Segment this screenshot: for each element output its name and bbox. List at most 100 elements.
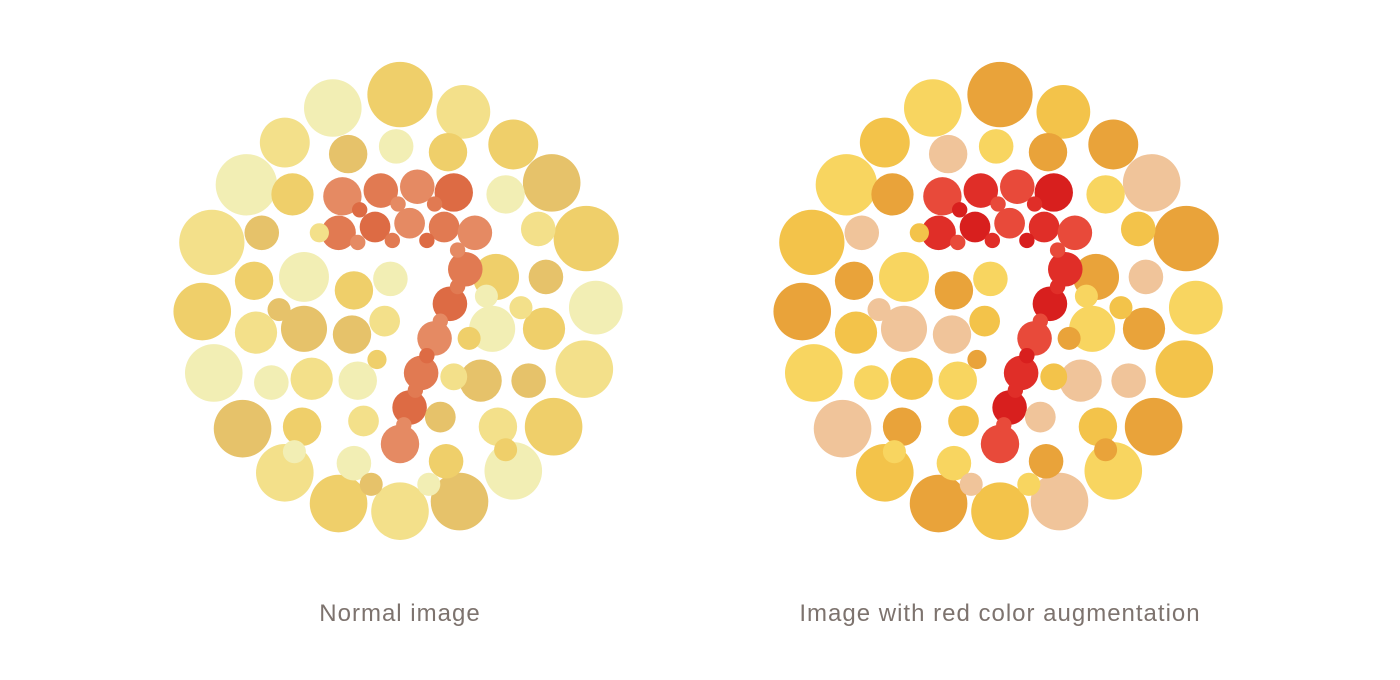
comparison-figure: Normal image Image with red color augmen… bbox=[0, 0, 1400, 680]
figure-dot bbox=[996, 417, 1011, 432]
figure-dot bbox=[950, 235, 965, 250]
figure-dot bbox=[1004, 356, 1039, 391]
figure-dot bbox=[394, 208, 425, 239]
background-dot bbox=[1025, 402, 1056, 433]
figure-dot bbox=[408, 383, 423, 398]
background-dot bbox=[291, 358, 333, 400]
background-dot bbox=[854, 365, 889, 400]
background-dot bbox=[1040, 363, 1067, 390]
background-dot bbox=[339, 361, 377, 399]
background-dot bbox=[929, 135, 967, 173]
background-dot bbox=[283, 440, 306, 463]
figure-dot bbox=[352, 202, 367, 217]
figure-dot bbox=[1019, 233, 1034, 248]
background-dot bbox=[1169, 281, 1223, 335]
background-dot bbox=[1029, 133, 1067, 171]
figure-dot bbox=[985, 233, 1000, 248]
background-dot bbox=[458, 327, 481, 350]
figure-dot bbox=[419, 233, 434, 248]
background-dot bbox=[304, 79, 362, 137]
background-dot bbox=[373, 262, 408, 297]
background-dot bbox=[329, 135, 367, 173]
background-dot bbox=[348, 406, 379, 437]
background-dot bbox=[773, 283, 831, 341]
background-dot bbox=[1111, 363, 1146, 398]
figure-dot bbox=[385, 233, 400, 248]
background-dot bbox=[436, 85, 490, 139]
background-dot bbox=[969, 306, 1000, 337]
background-dot bbox=[910, 223, 929, 242]
ishihara-plate-augmented bbox=[740, 40, 1260, 560]
background-dot bbox=[173, 283, 231, 341]
figure-dot bbox=[450, 279, 465, 294]
background-dot bbox=[310, 475, 368, 533]
background-dot bbox=[271, 173, 313, 215]
background-dot bbox=[948, 406, 979, 437]
background-dot bbox=[185, 344, 243, 402]
background-dot bbox=[360, 473, 383, 496]
background-dot bbox=[569, 281, 623, 335]
figure-dot bbox=[392, 390, 427, 425]
background-dot bbox=[960, 473, 983, 496]
background-dot bbox=[494, 438, 517, 461]
background-dot bbox=[525, 398, 583, 456]
figure-dot bbox=[1050, 242, 1065, 257]
background-dot bbox=[417, 473, 440, 496]
figure-dot bbox=[427, 196, 442, 211]
figure-dot bbox=[433, 313, 448, 328]
background-dot bbox=[379, 129, 414, 164]
background-dot bbox=[779, 210, 844, 275]
background-dot bbox=[939, 361, 977, 399]
background-dot bbox=[367, 350, 386, 369]
background-dot bbox=[860, 118, 910, 168]
background-dot bbox=[910, 475, 968, 533]
background-dot bbox=[1129, 260, 1164, 295]
background-dot bbox=[1125, 398, 1183, 456]
background-dot bbox=[1086, 175, 1124, 213]
background-dot bbox=[283, 408, 321, 446]
background-dot bbox=[967, 62, 1032, 127]
background-dot bbox=[844, 216, 879, 251]
background-dot bbox=[935, 271, 973, 309]
background-dot bbox=[1058, 327, 1081, 350]
background-dot bbox=[369, 306, 400, 337]
background-dot bbox=[529, 260, 564, 295]
background-dot bbox=[335, 271, 373, 309]
background-dot bbox=[816, 154, 877, 215]
background-dot bbox=[1121, 212, 1156, 247]
background-dot bbox=[1109, 296, 1132, 319]
background-dot bbox=[868, 298, 891, 321]
background-dot bbox=[214, 400, 272, 458]
figure-dot bbox=[396, 417, 411, 432]
background-dot bbox=[967, 350, 986, 369]
figure-dot bbox=[1027, 196, 1042, 211]
background-dot bbox=[554, 206, 619, 271]
background-dot bbox=[216, 154, 277, 215]
background-dot bbox=[883, 440, 906, 463]
background-dot bbox=[523, 154, 581, 212]
background-dot bbox=[879, 252, 929, 302]
background-dot bbox=[235, 312, 277, 354]
background-dot bbox=[883, 408, 921, 446]
background-dot bbox=[179, 210, 244, 275]
figure-dot bbox=[952, 202, 967, 217]
background-dot bbox=[486, 175, 524, 213]
background-dot bbox=[933, 315, 971, 353]
background-dot bbox=[1036, 85, 1090, 139]
background-dot bbox=[1075, 285, 1098, 308]
background-dot bbox=[835, 312, 877, 354]
background-dot bbox=[475, 285, 498, 308]
background-dot bbox=[1017, 473, 1040, 496]
figure-dot bbox=[992, 390, 1027, 425]
background-dot bbox=[244, 216, 279, 251]
background-dot bbox=[1029, 444, 1064, 479]
background-dot bbox=[1123, 154, 1181, 212]
figure-dot bbox=[404, 356, 439, 391]
caption-normal: Normal image bbox=[140, 600, 660, 628]
figure-dot bbox=[1050, 279, 1065, 294]
background-dot bbox=[279, 252, 329, 302]
figure-dot bbox=[1033, 313, 1048, 328]
figure-dot bbox=[994, 208, 1025, 239]
background-dot bbox=[785, 344, 843, 402]
figure-dot bbox=[419, 348, 434, 363]
